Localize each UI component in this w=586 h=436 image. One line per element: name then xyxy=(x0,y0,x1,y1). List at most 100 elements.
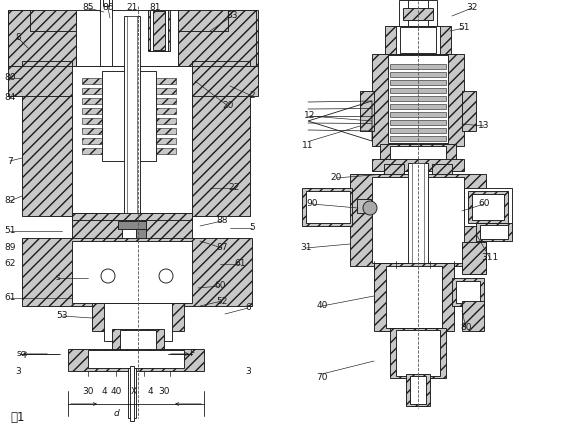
Bar xyxy=(302,188,352,226)
Bar xyxy=(120,330,156,350)
Text: 51: 51 xyxy=(458,24,470,33)
Text: 82: 82 xyxy=(4,197,16,205)
Bar xyxy=(390,328,446,378)
Text: 5: 5 xyxy=(249,224,255,232)
Bar xyxy=(476,223,512,241)
Bar xyxy=(390,80,446,85)
Text: 7: 7 xyxy=(7,157,13,166)
Bar xyxy=(156,118,176,124)
Bar xyxy=(388,55,448,143)
Bar xyxy=(82,138,102,144)
Bar xyxy=(390,146,446,162)
Text: 4: 4 xyxy=(101,388,107,396)
Bar xyxy=(72,213,192,220)
Text: 32: 32 xyxy=(466,3,478,13)
Bar xyxy=(82,128,102,134)
Bar xyxy=(399,0,437,28)
Bar xyxy=(386,266,442,328)
Text: 60: 60 xyxy=(478,200,490,208)
Text: 4: 4 xyxy=(147,388,153,396)
Bar xyxy=(472,194,504,220)
Text: 80: 80 xyxy=(4,74,16,82)
Text: 3: 3 xyxy=(245,367,251,375)
Bar xyxy=(88,350,184,368)
Text: 22: 22 xyxy=(229,184,240,193)
Bar xyxy=(82,118,102,124)
Polygon shape xyxy=(8,10,76,66)
Bar xyxy=(452,278,484,306)
Text: 90: 90 xyxy=(306,200,318,208)
Bar xyxy=(128,368,136,418)
Bar xyxy=(390,88,446,93)
Bar xyxy=(390,104,446,109)
Bar xyxy=(390,72,446,77)
Bar xyxy=(124,16,140,216)
Bar xyxy=(148,10,170,51)
Bar xyxy=(390,136,446,141)
Bar xyxy=(156,108,176,114)
Bar xyxy=(372,54,464,146)
Bar xyxy=(150,10,168,51)
Bar xyxy=(127,16,137,216)
Bar xyxy=(396,330,440,376)
Bar xyxy=(72,213,122,241)
Bar xyxy=(103,0,109,6)
Text: 20: 20 xyxy=(331,174,342,183)
Bar xyxy=(82,148,102,154)
Text: 52: 52 xyxy=(216,296,228,306)
Bar xyxy=(142,213,192,241)
Bar xyxy=(136,229,146,241)
Bar xyxy=(156,148,176,154)
Circle shape xyxy=(363,201,377,215)
Text: s: s xyxy=(56,273,60,283)
Bar xyxy=(390,112,446,117)
Bar xyxy=(104,303,172,341)
Bar xyxy=(464,188,512,226)
Text: 20: 20 xyxy=(222,102,234,110)
Text: 31: 31 xyxy=(300,243,312,252)
Bar xyxy=(82,108,102,114)
Bar xyxy=(406,374,430,406)
Bar xyxy=(385,26,451,56)
Bar xyxy=(306,191,350,223)
Text: F: F xyxy=(189,350,195,358)
Text: 12: 12 xyxy=(304,112,316,120)
Bar xyxy=(372,177,464,263)
Bar xyxy=(100,0,112,66)
Text: 40: 40 xyxy=(316,302,328,310)
Bar xyxy=(403,8,433,20)
Bar xyxy=(72,241,192,303)
Bar xyxy=(412,163,424,331)
Bar xyxy=(156,98,176,104)
Bar xyxy=(357,199,371,213)
Circle shape xyxy=(101,269,115,283)
Text: 61: 61 xyxy=(4,293,16,303)
Text: 70: 70 xyxy=(316,374,328,382)
Text: 图1: 图1 xyxy=(10,411,25,424)
Text: sq: sq xyxy=(17,350,27,358)
Text: 2: 2 xyxy=(249,92,255,101)
Text: 40: 40 xyxy=(110,388,122,396)
Bar xyxy=(118,221,146,229)
Bar xyxy=(153,11,165,50)
Text: 60: 60 xyxy=(214,282,226,290)
Bar xyxy=(192,61,250,216)
Polygon shape xyxy=(178,10,256,66)
Text: 51: 51 xyxy=(4,226,16,235)
Bar xyxy=(408,163,428,331)
Text: 53: 53 xyxy=(56,311,68,320)
Text: 83: 83 xyxy=(226,11,238,20)
Text: 80: 80 xyxy=(460,324,472,333)
Bar xyxy=(390,64,446,69)
Text: 3: 3 xyxy=(15,367,21,375)
Bar xyxy=(8,10,76,66)
Bar xyxy=(380,144,456,164)
Bar xyxy=(156,78,176,84)
Bar xyxy=(76,10,178,66)
Text: 13: 13 xyxy=(478,122,490,130)
Bar xyxy=(390,128,446,133)
Bar xyxy=(372,159,464,171)
Bar xyxy=(156,128,176,134)
Bar xyxy=(156,138,176,144)
Bar xyxy=(22,238,252,306)
